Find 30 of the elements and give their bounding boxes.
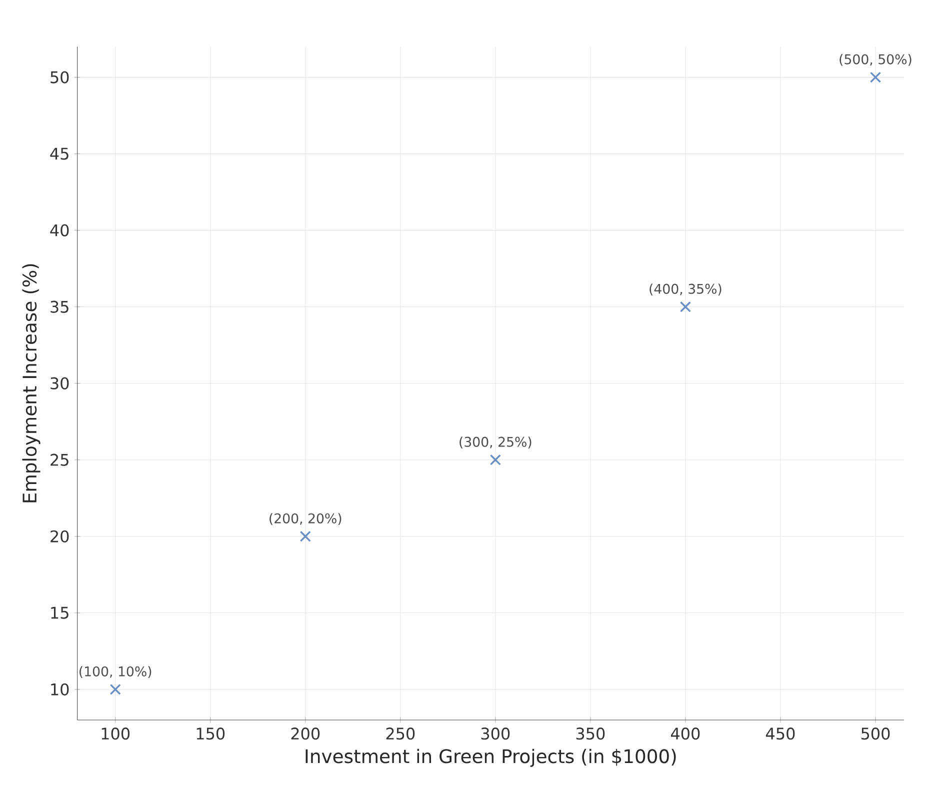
- y-tick-label: 50: [50, 71, 69, 84]
- x-tick-label: 200: [291, 728, 320, 740]
- x-axis-title: Investment in Green Projects (in $1000): [306, 748, 676, 768]
- x-tick-label: 150: [196, 728, 225, 740]
- point: [110, 684, 121, 696]
- point: [870, 72, 882, 84]
- y-tick-label: 45: [50, 148, 68, 160]
- y-axis-title: Employment Increase (%): [22, 264, 40, 502]
- y-tick-label: 25: [50, 454, 68, 466]
- annotation: (500, 50%): [840, 54, 912, 66]
- point: [680, 301, 692, 313]
- annotation: (100, 10%): [80, 666, 152, 678]
- annotation: (300, 25%): [460, 436, 532, 449]
- point: [300, 530, 311, 542]
- x-tick-label: 500: [861, 728, 890, 740]
- x-tick-label: 100: [102, 728, 130, 740]
- y-tick-label: 40: [50, 224, 69, 237]
- x-tick-label: 250: [386, 728, 415, 740]
- y-tick-label: 15: [51, 607, 68, 619]
- y-tick-label: 30: [50, 377, 69, 390]
- x-tick-label: 300: [481, 728, 510, 740]
- x-tick-label: 450: [766, 728, 795, 740]
- y-tick-label: 10: [51, 684, 69, 696]
- annotation: (200, 20%): [270, 513, 342, 526]
- y-tick-label: 20: [50, 530, 69, 543]
- x-tick-label: 400: [670, 728, 700, 740]
- annotation: (400, 35%): [650, 284, 722, 296]
- y-tick-label: 35: [50, 300, 68, 314]
- point: [490, 454, 502, 466]
- x-tick-label: 350: [576, 728, 605, 740]
